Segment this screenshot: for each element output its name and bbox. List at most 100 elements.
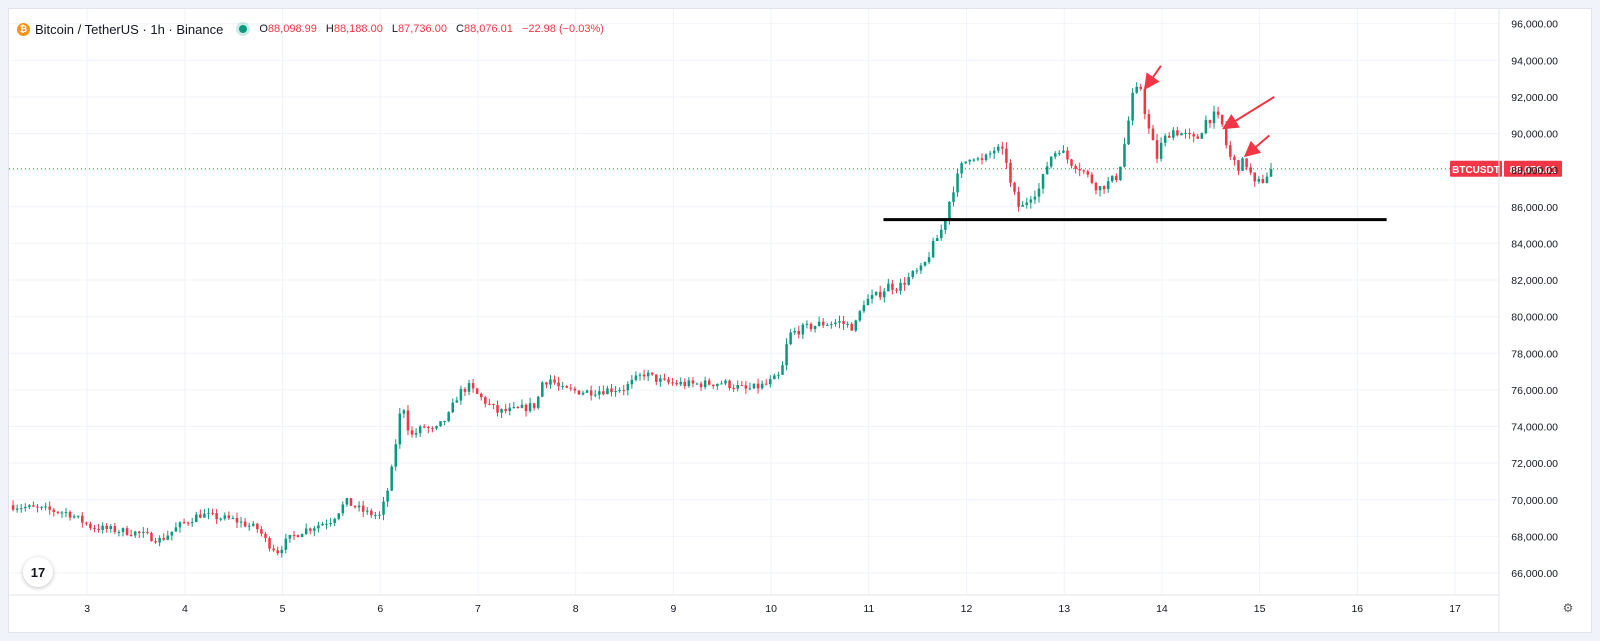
candle-down — [479, 393, 483, 398]
candle-down — [260, 529, 263, 534]
candle-down — [1139, 86, 1143, 89]
candle-up — [1127, 120, 1130, 145]
candle-up — [785, 344, 788, 366]
candle-down — [1070, 159, 1073, 166]
candle-down — [504, 408, 507, 412]
candle-up — [317, 525, 320, 529]
annotation-arrow[interactable] — [1243, 134, 1271, 158]
candle-down — [349, 498, 353, 506]
symbol-title[interactable]: Bitcoin / TetherUS · 1h · Binance — [35, 21, 224, 37]
candle-up — [813, 325, 817, 330]
candle-up — [1110, 175, 1114, 182]
candle-down — [475, 388, 479, 394]
candle-up — [325, 523, 328, 525]
candle-up — [1172, 130, 1175, 138]
candle-up — [883, 291, 886, 298]
candle-up — [846, 323, 849, 325]
candle-down — [496, 405, 499, 413]
candle-up — [394, 444, 398, 467]
candle-down — [675, 382, 678, 385]
symbol-legend: ₿ Bitcoin / TetherUS · 1h · Binance O88,… — [17, 19, 610, 39]
candle-up — [736, 385, 739, 389]
candle-up — [341, 504, 345, 514]
candle-up — [390, 466, 393, 491]
candle-up — [329, 522, 332, 524]
candle-down — [235, 518, 239, 523]
candle-down — [683, 381, 687, 386]
candle-down — [292, 534, 296, 536]
candle-up — [618, 390, 621, 392]
candle-up — [520, 404, 524, 408]
price-tick-label: 72,000.00 — [1511, 458, 1558, 470]
candle-up — [133, 531, 137, 536]
candle-up — [1021, 204, 1024, 207]
high-value: 88,188.00 — [333, 23, 383, 35]
low-value: 87,736.00 — [398, 23, 447, 35]
low-label: L — [391, 23, 398, 35]
candle-down — [707, 380, 711, 385]
candle-down — [146, 531, 149, 533]
candle-up — [679, 381, 682, 385]
candle-up — [304, 528, 308, 534]
candle-down — [1224, 124, 1228, 146]
price-badge-value: 88,076.01 — [1510, 164, 1557, 176]
candle-up — [142, 531, 145, 533]
candle-up — [952, 192, 955, 202]
candle-down — [431, 428, 434, 430]
time-tick-label: 15 — [1254, 603, 1266, 615]
candle-up — [817, 321, 821, 326]
candle-down — [1090, 174, 1094, 183]
price-axis[interactable]: 66,000.00 68,000.00 70,000.00 72,000.00 74,0… — [1498, 9, 1558, 633]
candle-down — [85, 522, 88, 524]
candle-up — [170, 531, 174, 536]
candle-up — [252, 523, 255, 526]
gear-icon[interactable]: ⚙ — [1562, 601, 1574, 615]
time-tick-label: 3 — [84, 603, 90, 615]
candle-up — [752, 383, 756, 389]
candle-up — [919, 265, 923, 271]
candle-up — [606, 388, 609, 395]
candlestick-chart[interactable]: BTCUSDT 88,076.01 66,000.00 68,000.00 70,00… — [9, 9, 1592, 633]
candle-up — [988, 153, 992, 155]
candle-down — [642, 374, 646, 377]
candle-down — [1017, 191, 1020, 207]
candle-up — [1058, 152, 1061, 154]
candle-down — [610, 388, 613, 393]
candle-up — [158, 537, 161, 543]
candle-down — [1196, 136, 1200, 139]
annotation-arrow[interactable] — [1144, 65, 1162, 91]
candle-up — [968, 159, 972, 162]
candle-down — [1155, 140, 1159, 159]
candle-up — [854, 320, 858, 331]
candle-up — [76, 515, 80, 517]
candle-down — [1167, 135, 1171, 138]
open-label: O — [259, 23, 268, 35]
candle-up — [528, 403, 532, 412]
candle-up — [1029, 199, 1033, 203]
candle-up — [1204, 119, 1208, 134]
time-axis[interactable]: 3 4 5 6 7 8 9 10 11 12 13 14 15 16 17 — [9, 594, 1499, 615]
candle-up — [223, 515, 227, 519]
candle-down — [850, 323, 853, 331]
price-tick-label: 78,000.00 — [1511, 348, 1558, 360]
tradingview-logo[interactable]: 17 — [23, 557, 53, 587]
candle-up — [793, 331, 796, 333]
annotation-arrow[interactable] — [1222, 96, 1275, 130]
candle-down — [125, 528, 129, 535]
candle-down — [573, 388, 577, 391]
candle-up — [870, 295, 874, 299]
candle-down — [264, 533, 267, 539]
candle-up — [992, 150, 996, 154]
candle-down — [1220, 114, 1224, 125]
candle-down — [484, 397, 487, 404]
candle-down — [211, 512, 214, 514]
time-tick-label: 4 — [182, 603, 188, 615]
candle-down — [11, 505, 15, 510]
candle-up — [101, 525, 104, 531]
candle-down — [797, 331, 801, 335]
time-tick-label: 6 — [377, 603, 383, 615]
high-label: H — [325, 23, 334, 35]
candle-up — [414, 433, 418, 435]
candle-down — [227, 515, 231, 519]
candle-down — [622, 390, 625, 392]
